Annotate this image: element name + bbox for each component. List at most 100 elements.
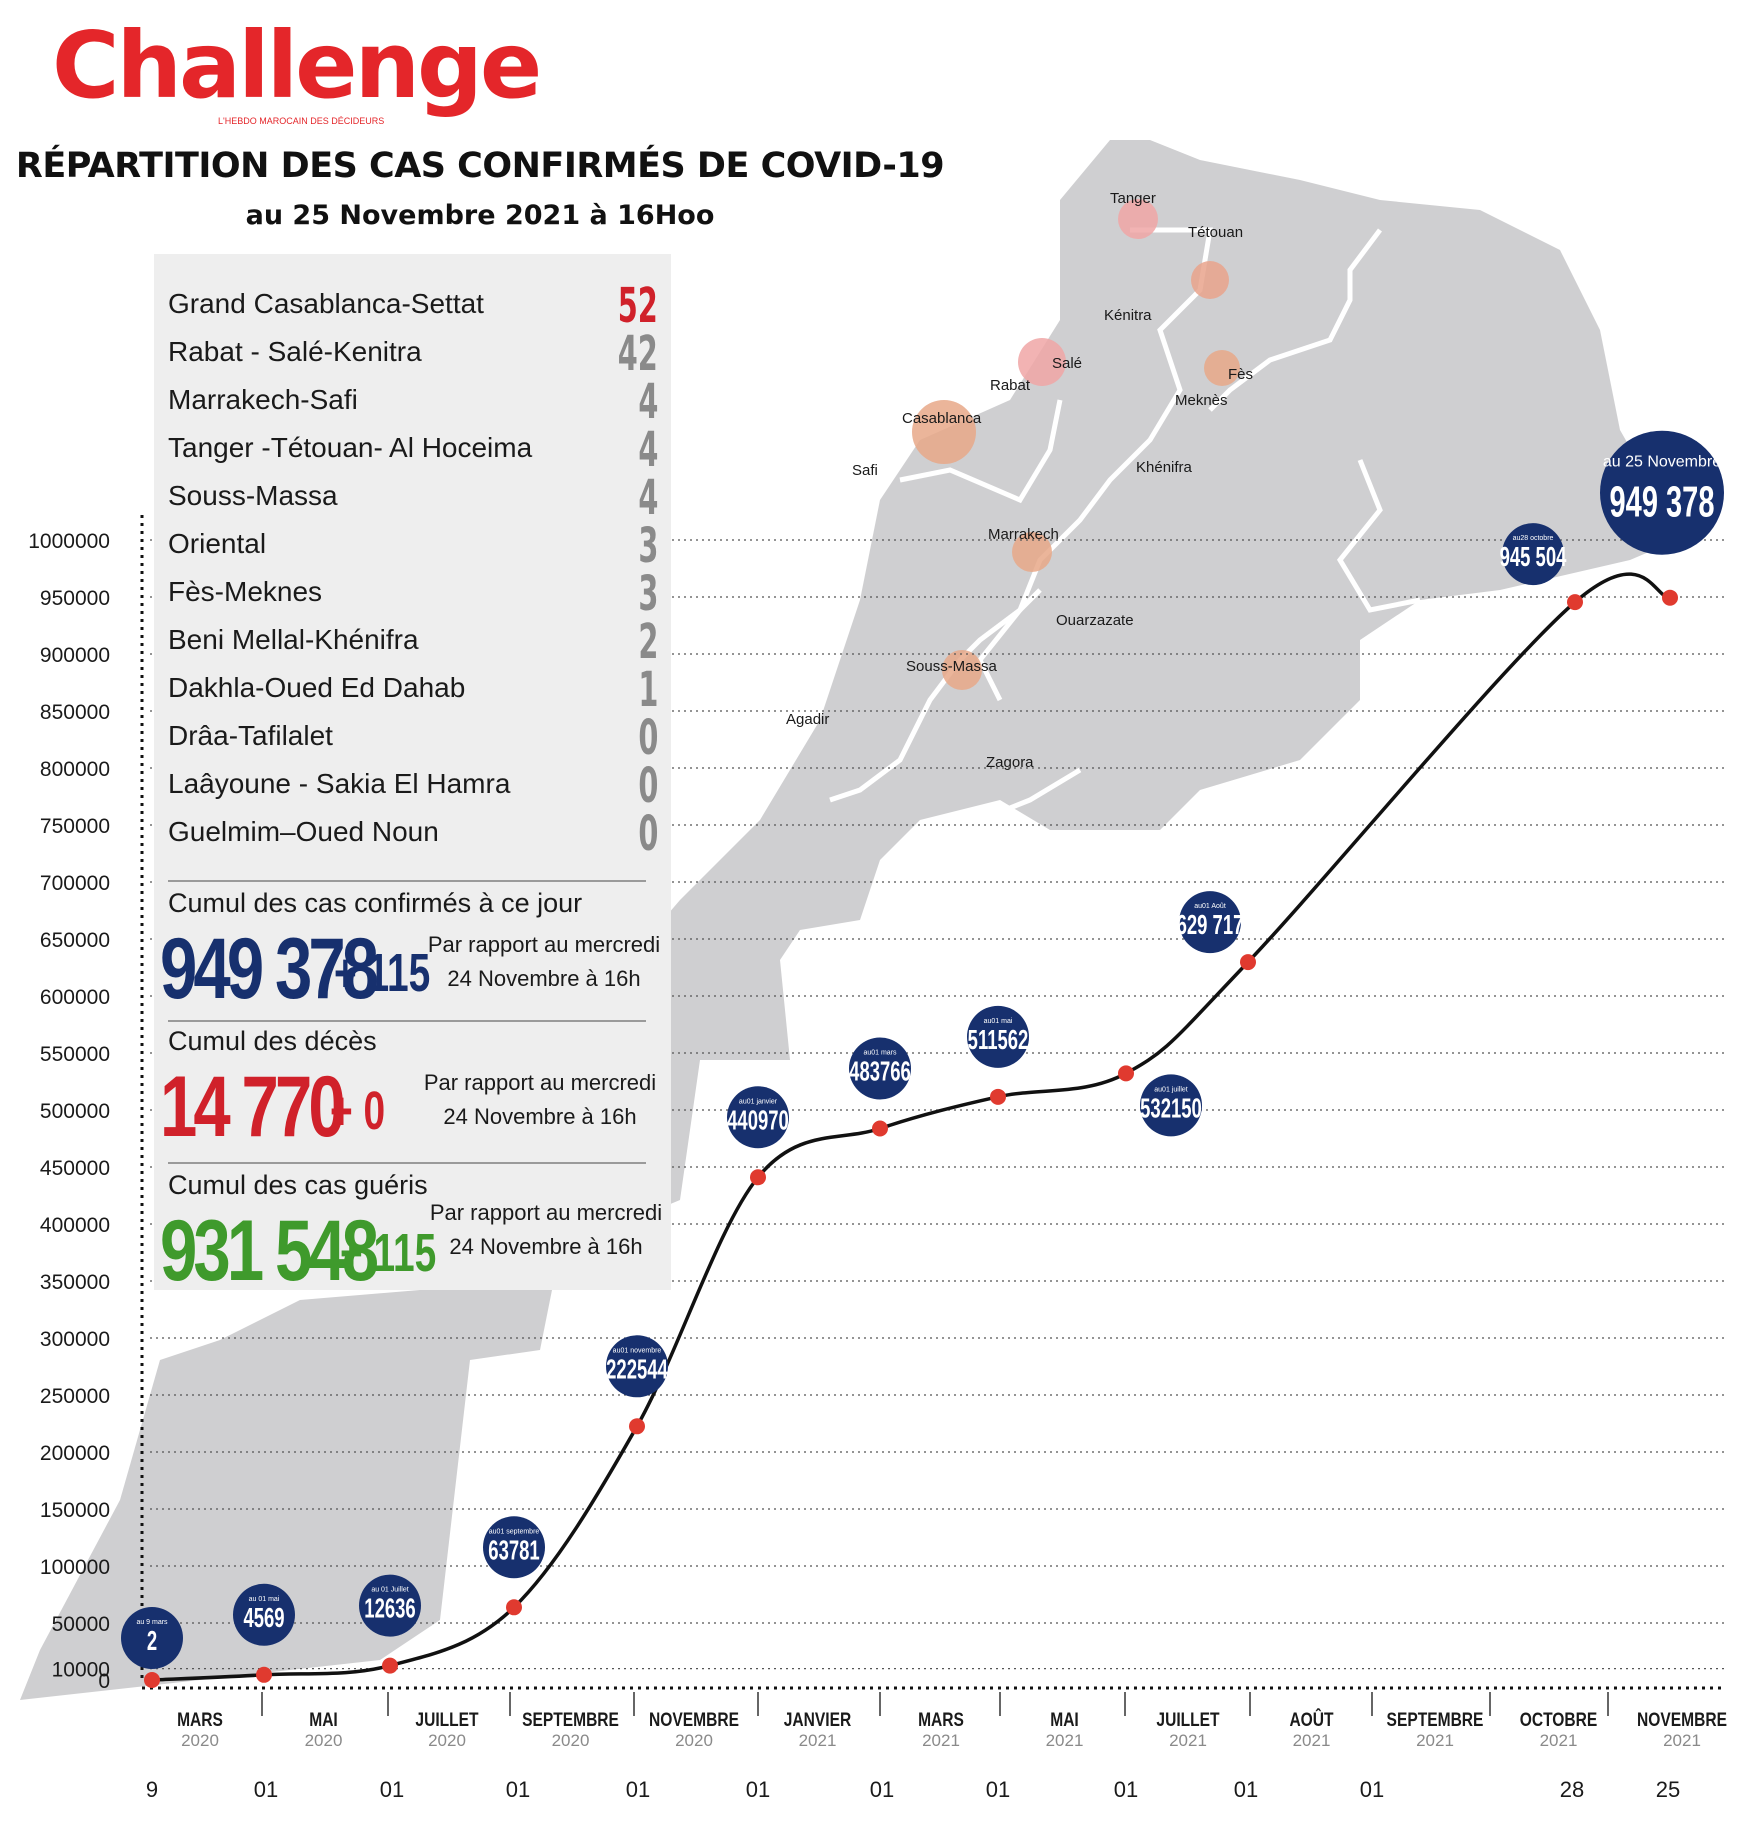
value-badge-value: 2 — [147, 1626, 157, 1657]
y-tick-label: 50000 — [52, 1613, 110, 1636]
region-row: Guelmim–Oued Noun 0 — [168, 806, 658, 862]
bubble-fes — [1204, 350, 1240, 386]
x-day-label: 01 — [870, 1777, 894, 1802]
city-label-safi: Safi — [852, 462, 878, 479]
x-month-label: NOVEMBRE — [649, 1709, 739, 1731]
y-tick-label: 100000 — [40, 1556, 110, 1579]
x-day-label: 9 — [146, 1777, 158, 1802]
x-day-label: 01 — [626, 1777, 650, 1802]
brand-tagline: L'HEBDO MAROCAIN DES DÉCIDEURS — [218, 116, 385, 126]
x-year-label: 2021 — [1046, 1731, 1084, 1750]
x-day-label: 01 — [380, 1777, 404, 1802]
confirmed-note: Par rapport au mercredi 24 Novembre à 16… — [424, 928, 664, 996]
recovered-label: Cumul des cas guéris — [168, 1170, 428, 1200]
y-tick-label: 300000 — [40, 1328, 110, 1351]
x-month-label: SEPTEMBRE — [1387, 1709, 1484, 1731]
chart-subtitle: au 25 Novembre 2021 à 16Hoo — [245, 200, 715, 231]
value-badge-circle — [1600, 430, 1724, 555]
x-year-label: 2021 — [922, 1731, 960, 1750]
x-day-label: 25 — [1656, 1777, 1680, 1802]
region-name: Guelmim–Oued Noun — [168, 816, 439, 847]
value-badge-value: 483766 — [849, 1057, 911, 1088]
value-badge-circle — [1140, 1074, 1202, 1137]
value-badge-value: 945 504 — [1500, 543, 1567, 574]
region-name: Rabat - Salé-Kenitra — [168, 336, 422, 367]
bubble-tetouan — [1191, 261, 1229, 299]
city-label-khenifra: Khénifra — [1136, 459, 1193, 476]
value-badge-circle — [483, 1516, 545, 1579]
x-month-label: MARS — [918, 1709, 964, 1731]
data-point — [256, 1666, 272, 1683]
city-label-tetouan: Tétouan — [1188, 224, 1243, 241]
value-badge-circle — [727, 1086, 789, 1149]
deaths-value: 14 770 — [160, 1059, 346, 1155]
city-label-souss-massa: Souss-Massa — [906, 658, 998, 675]
confirmed-label: Cumul des cas confirmés à ce jour — [168, 888, 583, 918]
value-badge-caption: au01 mai — [984, 1018, 1013, 1025]
value-badge-value: 4569 — [243, 1603, 284, 1634]
x-day-label: 01 — [1234, 1777, 1258, 1802]
bubble-sale — [1018, 338, 1066, 386]
y-axis-ticks: 1000000950000900000850000800000750000700… — [28, 515, 144, 1693]
value-badge-caption: au 9 mars — [136, 1619, 168, 1626]
y-tick-label: 0 — [98, 1670, 110, 1693]
y-tick-label: 900000 — [40, 644, 110, 667]
value-badge-value: 511562 — [968, 1025, 1029, 1056]
y-tick-label: 950000 — [40, 587, 110, 610]
region-name: Beni Mellal-Khénifra — [168, 624, 419, 655]
x-year-label: 2021 — [799, 1731, 837, 1750]
region-name: Grand Casablanca-Settat — [168, 288, 484, 319]
x-year-label: 2021 — [1540, 1731, 1578, 1750]
data-point — [506, 1599, 522, 1616]
x-year-label: 2020 — [428, 1731, 466, 1750]
region-name: Laâyoune - Sakia El Hamra — [168, 768, 511, 799]
x-day-label: 01 — [254, 1777, 278, 1802]
confirmed-note-line2: 24 Novembre à 16h — [447, 966, 641, 991]
data-point — [1240, 954, 1256, 971]
city-label-sale: Salé — [1052, 355, 1082, 372]
region-count: 3 — [637, 518, 658, 574]
value-badge-caption: au01 septembre — [489, 1528, 540, 1535]
value-badge-value: 12636 — [364, 1594, 415, 1625]
region-row: Drâa-Tafilalet 0 — [168, 710, 658, 766]
recovered-delta: + 115 — [340, 1223, 437, 1283]
confirmed-note-line1: Par rapport au mercredi — [427, 932, 661, 957]
x-month-label: OCTOBRE — [1520, 1709, 1598, 1731]
region-row: Fès-Meknes 3 — [168, 566, 658, 622]
x-year-label: 2021 — [1169, 1731, 1207, 1750]
y-tick-label: 850000 — [40, 701, 110, 724]
y-tick-label: 450000 — [40, 1157, 110, 1180]
city-label-ouarzazate: Ouarzazate — [1056, 612, 1134, 629]
region-count: 52 — [617, 278, 658, 334]
region-count: 4 — [637, 422, 658, 478]
region-count: 4 — [637, 374, 658, 430]
region-count: 4 — [637, 470, 658, 526]
map-morocco-north — [20, 140, 1700, 1700]
region-row: Dakhla-Oued Ed Dahab 1 — [168, 662, 658, 718]
recovered-note-line1: Par rapport au mercredi — [429, 1200, 663, 1225]
city-label-rabat: Rabat — [990, 377, 1031, 394]
value-badge-caption: au01 novembre — [613, 1347, 662, 1354]
region-name: Oriental — [168, 528, 267, 559]
y-tick-label: 10000 — [52, 1659, 110, 1682]
region-name: Fès-Meknes — [168, 576, 323, 607]
bubble-tanger — [1118, 199, 1158, 239]
x-month-label: SEPTEMBRE — [522, 1709, 619, 1731]
value-badge-circle — [233, 1583, 295, 1646]
value-badge: au 25 Novembre 949 378 — [1600, 430, 1724, 555]
y-tick-label: 250000 — [40, 1385, 110, 1408]
value-badge-caption: au01 mars — [863, 1050, 897, 1057]
region-count: 1 — [637, 662, 658, 718]
x-year-label: 2021 — [1416, 1731, 1454, 1750]
city-label-agadir: Agadir — [786, 711, 829, 728]
confirmed-value: 949 378 — [160, 921, 379, 1017]
city-label-meknes: Meknès — [1175, 392, 1228, 409]
region-name: Marrakech-Safi — [168, 384, 358, 415]
